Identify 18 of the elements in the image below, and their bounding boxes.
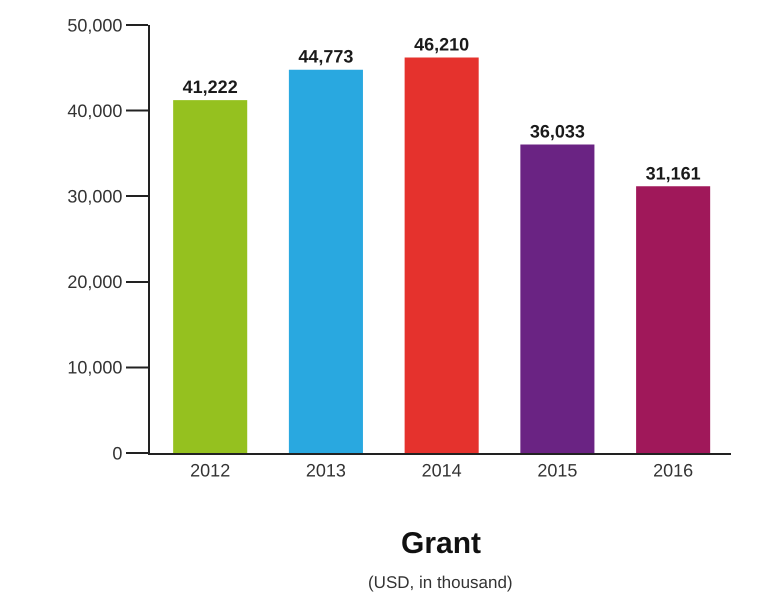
x-tick-label: 2013 xyxy=(306,460,346,481)
data-label: 36,033 xyxy=(530,122,585,142)
y-tick-label: 10,000 xyxy=(67,358,122,378)
data-label: 41,222 xyxy=(182,77,238,98)
text: Grant xyxy=(401,527,482,560)
data-label: 46,210 xyxy=(414,34,470,54)
x-tick-label: 2012 xyxy=(190,460,230,481)
data-label: 31,161 xyxy=(646,163,701,184)
data-label: 44,773 xyxy=(298,46,354,67)
x-tick-label: 2016 xyxy=(653,460,694,481)
x-tick-label: 2014 xyxy=(422,460,462,481)
y-tick-label: 40,000 xyxy=(67,100,122,121)
y-tick-label: 20,000 xyxy=(67,272,122,292)
text: (USD, in thousand) xyxy=(368,573,513,592)
y-tick-label: 50,000 xyxy=(67,15,122,36)
x-tick-label: 2015 xyxy=(537,460,578,481)
y-tick-label: 0 xyxy=(112,443,122,464)
y-tick-label: 30,000 xyxy=(67,186,122,206)
